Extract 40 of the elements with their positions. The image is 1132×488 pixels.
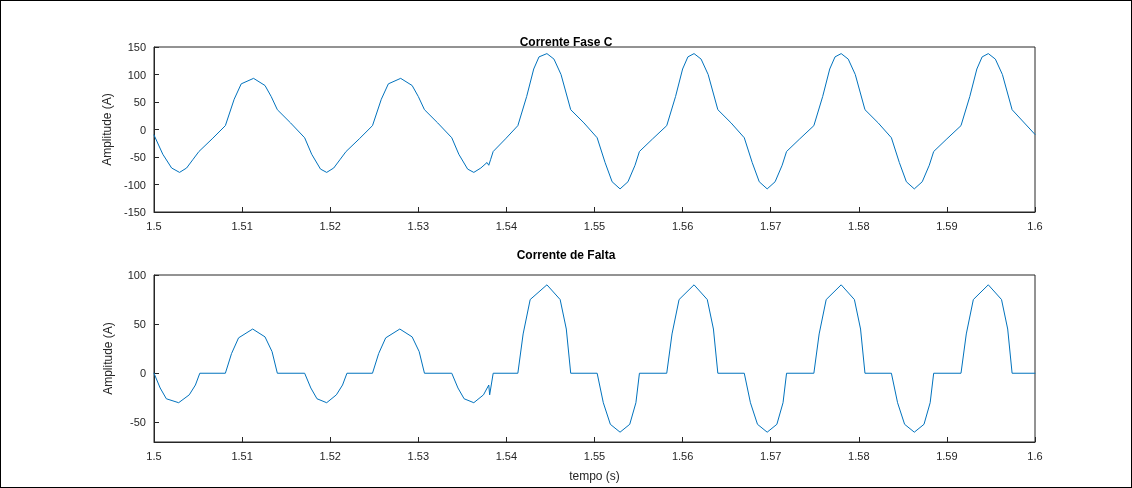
line-series [153,284,1036,433]
x-tick-label: 1.57 [759,219,782,232]
y-tick-label: -150 [123,206,146,218]
y-tick-label: 100 [127,68,146,81]
y-axis-title: Amplitude (A) [100,93,115,166]
x-tick-label: 1.59 [936,449,958,462]
y-tick-label: 150 [127,41,146,53]
x-tick-label: 1.53 [407,449,430,462]
x-tick-label: 1.58 [848,219,870,232]
x-tick-label: 1.55 [583,449,606,462]
y-tick-label: 100 [127,269,146,281]
chart-title: Corrente Fase C [519,35,613,49]
x-tick-label: 1.56 [671,449,694,462]
y-tick-label: 50 [133,96,146,108]
x-tick-label: 1.6 [1027,449,1043,462]
x-tick-label: 1.58 [848,449,870,462]
x-tick-label: 1.52 [319,449,341,462]
x-tick-label: 1.54 [495,219,518,232]
x-tick-label: 1.52 [319,219,341,232]
x-tick-label: 1.51 [231,449,253,462]
y-tick-label: -100 [123,178,146,191]
chart-title: Corrente de Falta [516,248,616,262]
x-axis-title: tempo (s) [569,469,620,483]
y-tick-label: -50 [130,151,146,163]
y-tick-label: 0 [139,123,146,136]
y-tick-label: 50 [133,318,146,331]
x-tick-label: 1.5 [146,449,162,462]
x-tick-label: 1.56 [671,219,694,232]
x-tick-label: 1.5 [146,219,162,232]
x-tick-label: 1.59 [936,219,958,232]
x-tick-label: 1.51 [231,219,253,232]
x-tick-label: 1.53 [407,219,430,232]
x-tick-label: 1.57 [759,449,782,462]
y-axis-title: Amplitude (A) [101,322,115,395]
x-tick-label: 1.6 [1027,219,1043,232]
y-tick-label: -50 [130,416,146,429]
line-series [153,53,1036,190]
x-tick-label: 1.54 [495,449,518,462]
x-tick-label: 1.55 [583,219,606,232]
y-tick-label: 0 [139,367,146,380]
